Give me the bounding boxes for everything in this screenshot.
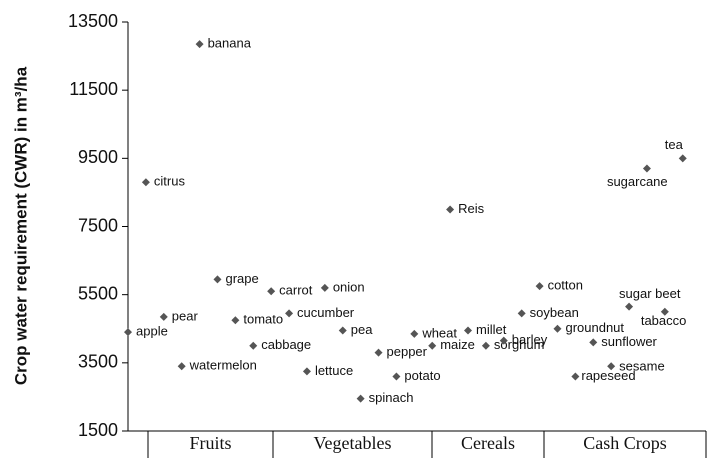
- group-label: Cash Crops: [583, 433, 667, 453]
- point-label: millet: [476, 322, 507, 337]
- y-axis-label: Crop water requirement (CWR) in m³/ha: [11, 66, 30, 385]
- point-label: sesame: [619, 359, 665, 374]
- y-tick-label: 1500: [78, 420, 118, 440]
- point-label: groundnut: [565, 320, 624, 335]
- y-tick-label: 9500: [78, 147, 118, 167]
- point-label: carrot: [279, 283, 313, 298]
- point: [607, 362, 616, 371]
- point: [428, 341, 437, 350]
- point-label: banana: [208, 36, 252, 51]
- point-label: sugar beet: [619, 286, 681, 301]
- point-label: watermelon: [189, 358, 257, 373]
- point-label: barley: [512, 332, 548, 347]
- point: [660, 307, 669, 316]
- point: [499, 336, 508, 345]
- point: [302, 367, 311, 376]
- y-tick-label: 5500: [78, 283, 118, 303]
- point-label: cucumber: [297, 305, 355, 320]
- point-label: pear: [172, 308, 199, 323]
- y-tick-label: 7500: [78, 215, 118, 235]
- point-label: soybean: [530, 305, 579, 320]
- group-label: Cereals: [461, 433, 515, 453]
- point: [589, 338, 598, 347]
- point: [642, 164, 651, 173]
- point-label: Reis: [458, 201, 485, 216]
- point: [195, 40, 204, 49]
- point: [356, 394, 365, 403]
- point: [267, 287, 276, 296]
- point: [410, 329, 419, 338]
- point-label: spinach: [369, 390, 414, 405]
- point-label: cotton: [548, 278, 583, 293]
- point: [392, 372, 401, 381]
- point-label: rapeseed: [581, 368, 635, 383]
- point-label: pea: [351, 322, 373, 337]
- point: [374, 348, 383, 357]
- point: [464, 326, 472, 335]
- point: [535, 282, 544, 291]
- point: [481, 341, 490, 350]
- point: [249, 341, 258, 350]
- point: [159, 312, 168, 321]
- point-label: potato: [404, 368, 440, 383]
- point-label: tomato: [243, 312, 283, 327]
- point-label: maize: [440, 337, 475, 352]
- point-label: cabbage: [261, 337, 311, 352]
- point: [141, 178, 150, 187]
- point: [177, 362, 186, 371]
- point-label: sugarcane: [607, 174, 668, 189]
- point-label: sunflower: [601, 334, 657, 349]
- point: [231, 316, 240, 325]
- point-label: wheat: [421, 325, 457, 340]
- point-label: pepper: [387, 344, 428, 359]
- point: [285, 309, 294, 318]
- point-label: lettuce: [315, 363, 353, 378]
- point-label: tabacco: [641, 313, 687, 328]
- point: [625, 302, 634, 311]
- y-tick-label: 3500: [78, 352, 118, 372]
- group-label: Fruits: [189, 433, 231, 453]
- y-tick-label: 13500: [68, 11, 118, 31]
- point: [124, 328, 132, 337]
- point-label: grape: [225, 271, 258, 286]
- point-label: apple: [136, 324, 168, 339]
- point: [338, 326, 347, 335]
- point-label: tea: [665, 137, 684, 152]
- point: [678, 154, 687, 163]
- point: [571, 372, 580, 381]
- point: [213, 275, 222, 284]
- group-label: Vegetables: [314, 433, 392, 453]
- point: [517, 309, 526, 318]
- point: [446, 205, 455, 214]
- y-tick-label: 11500: [69, 79, 118, 99]
- point: [553, 324, 562, 333]
- point-label: citrus: [154, 174, 186, 189]
- point: [320, 283, 329, 292]
- point-label: onion: [333, 279, 365, 294]
